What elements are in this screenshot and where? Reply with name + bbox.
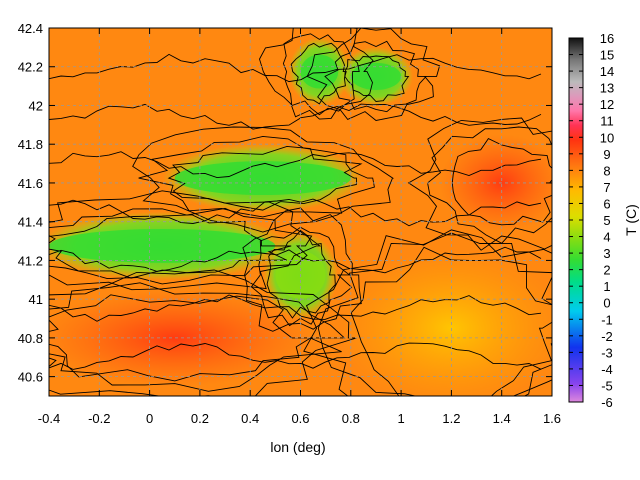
colorbar-tick-label: 9 [603,147,610,162]
y-tick-label: 42 [29,98,43,113]
contour-line [407,117,552,251]
colorbar-tick-label: 16 [600,31,614,46]
colorbar-tick-label: 10 [600,130,614,145]
x-tick-label: 1.4 [493,411,511,426]
colorbar-tick-label: -6 [601,395,613,410]
y-tick-label: 41.4 [18,215,43,230]
colorbar-tick-label: -4 [601,362,613,377]
x-tick-label: 1 [397,411,404,426]
contour-line [138,135,375,218]
colorbar-tick-label: 13 [600,81,614,96]
y-tick-label: 41.8 [18,137,43,152]
contour-line [250,226,353,327]
contour-line [242,207,362,332]
contour-line [49,269,357,396]
contour-line [49,207,313,285]
colorbar-tick-label: 8 [603,163,610,178]
contour-line [344,55,410,102]
colorbar-tick-label: -2 [601,329,613,344]
contour-line [49,342,542,370]
temperature-region [338,250,552,396]
cold-region-core [49,228,276,263]
cold-region-core [174,161,351,196]
colorbar-label: T (C) [623,204,639,236]
colorbar-tick-label: 7 [603,180,610,195]
contour-line [451,138,552,226]
colorbar-tick-label: -1 [601,312,613,327]
contour-line [49,294,542,322]
colorbar-tick-label: 11 [600,114,614,129]
contour-line [350,246,552,396]
x-tick-label: 0 [146,411,153,426]
x-tick-label: 0.4 [241,411,259,426]
colorbar-tick-label: -3 [601,345,613,360]
colorbar-tick-label: 14 [600,64,614,79]
contour-lines [49,28,552,396]
y-tick-label: 40.6 [18,370,43,385]
contour-line [427,126,552,244]
contour-line [324,40,428,113]
y-tick-label: 42.4 [18,21,43,36]
grid-lines [49,28,552,396]
contour-line [303,229,552,396]
colorbar-tick-label: 5 [603,213,610,228]
x-tick-label: 1.6 [543,411,561,426]
contour-line [49,190,322,291]
x-tick-label: 1.2 [442,411,460,426]
cold-region-core [350,62,402,90]
colorbar-tick-label: 0 [603,296,610,311]
y-tick-label: 40.8 [18,331,43,346]
contour-line [49,282,346,392]
contour-line [266,229,336,319]
y-tick-label: 42.2 [18,60,43,75]
contour-line [49,198,542,227]
y-tick-label: 41.6 [18,176,43,191]
colorbar-tick-label: 6 [603,196,610,211]
colorbar-tick-label: -5 [601,378,613,393]
x-axis: -0.4 -0.2 0 0.2 0.4 0.6 0.8 1 1.2 1.4 1.6 [38,28,561,426]
x-tick-label: 0.8 [342,411,360,426]
colorbar-tick-label: 2 [603,263,610,278]
colorbar-tick-label: 3 [603,246,610,261]
colorbar-tick-label: 1 [603,279,610,294]
y-tick-label: 41 [29,292,43,307]
contour-line [306,28,441,121]
contour-line [49,246,542,274]
contour-line [167,145,363,211]
x-tick-label: -0.4 [38,411,60,426]
x-axis-label: lon (deg) [270,439,325,455]
colorbar-tick-label: 4 [603,230,610,245]
colorbar-tick-label: 12 [600,97,614,112]
contour-line [49,294,313,382]
x-tick-label: -0.2 [88,411,110,426]
x-tick-label: 0.2 [191,411,209,426]
y-axis: 40.6 40.8 41 41.2 41.4 41.6 41.8 42 42.2 42.4 [18,21,552,385]
colorbar-tick-label: 15 [600,48,614,63]
temperature-region [49,289,313,387]
contour-line [49,151,542,179]
contour-line [290,42,347,105]
contour-line [259,28,374,120]
x-tick-label: 0.6 [291,411,309,426]
y-tick-label: 41.2 [18,253,43,268]
contour-line [49,103,542,130]
contour-line [317,232,552,396]
